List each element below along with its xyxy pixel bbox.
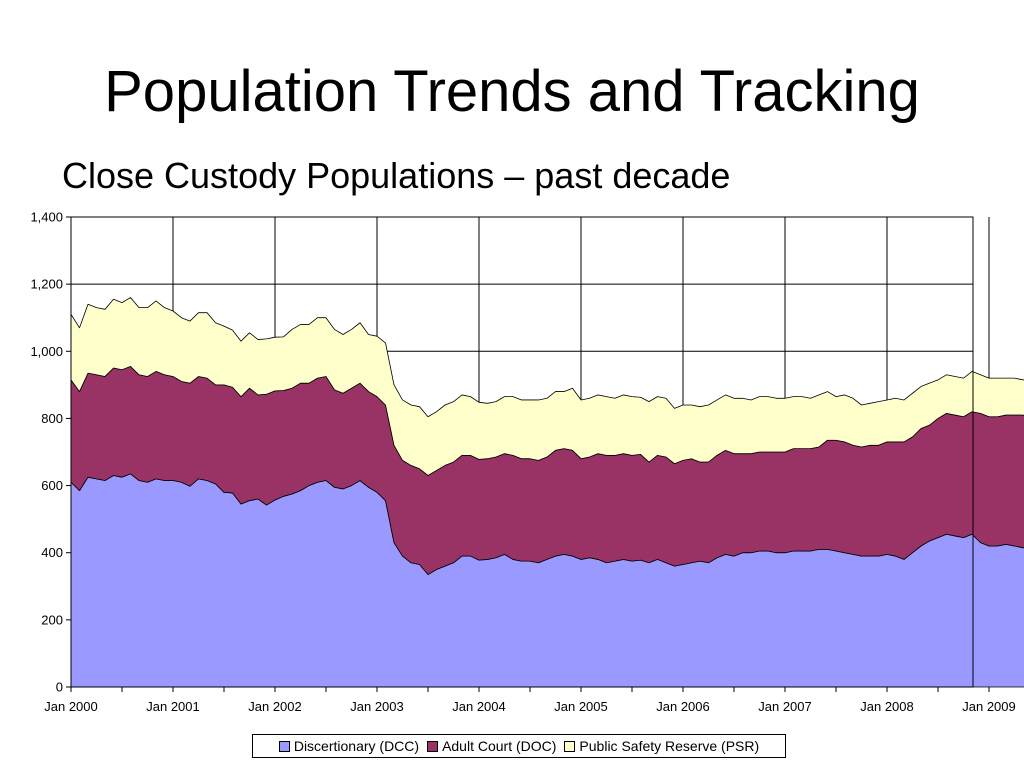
x-tick-label: Jan 2007: [758, 699, 812, 714]
slide-title: Population Trends and Tracking: [104, 59, 920, 124]
legend-label: Public Safety Reserve (PSR): [579, 738, 760, 754]
legend-item: Adult Court (DOC): [427, 738, 556, 754]
x-tick-label: Jan 2003: [350, 699, 404, 714]
area-series-3: [70, 297, 1024, 476]
legend-item: Discertionary (DCC): [278, 738, 420, 754]
x-tick-label: Jan 2001: [146, 699, 200, 714]
y-tick-label: 200: [41, 612, 63, 627]
x-axis-ticks: Jan 2000 Jan 2001 Jan 2002 Jan 2003 Jan 2004…: [44, 687, 1016, 714]
chart-legend: Discertionary (DCC) Adult Court (DOC) Publ…: [252, 734, 786, 758]
area-series: [70, 297, 1024, 688]
y-tick-label: 400: [41, 545, 63, 560]
axes: [70, 216, 974, 688]
slide-subtitle: Close Custody Populations – past decade: [62, 155, 731, 196]
x-tick-label: Jan 2004: [452, 699, 506, 714]
x-tick-label: Jan 2006: [656, 699, 710, 714]
legend-label: Adult Court (DOC): [442, 738, 557, 754]
y-tick-label: 1,400: [30, 210, 63, 225]
legend-swatch: [427, 740, 439, 752]
y-tick-label: 1,200: [30, 277, 63, 292]
legend-item: Public Safety Reserve (PSR): [564, 738, 759, 754]
y-tick-label: 600: [41, 478, 63, 493]
x-tick-label: Jan 2005: [554, 699, 608, 714]
y-tick-label: 1,000: [30, 344, 63, 359]
x-tick-label: Jan 2009: [962, 699, 1016, 714]
y-tick-label: 0: [56, 680, 63, 695]
legend-swatch: [564, 740, 576, 752]
x-tick-label: Jan 2002: [248, 699, 302, 714]
x-tick-label: Jan 2008: [860, 699, 914, 714]
plot-border: [70, 216, 974, 688]
y-axis-ticks: 0 200 400 600 800 1,000 1,200 1,400: [30, 210, 71, 695]
y-tick-label: 800: [41, 411, 63, 426]
x-tick-label: Jan 2000: [44, 699, 98, 714]
legend-swatch: [278, 740, 290, 752]
legend-label: Discertionary (DCC): [293, 738, 420, 754]
